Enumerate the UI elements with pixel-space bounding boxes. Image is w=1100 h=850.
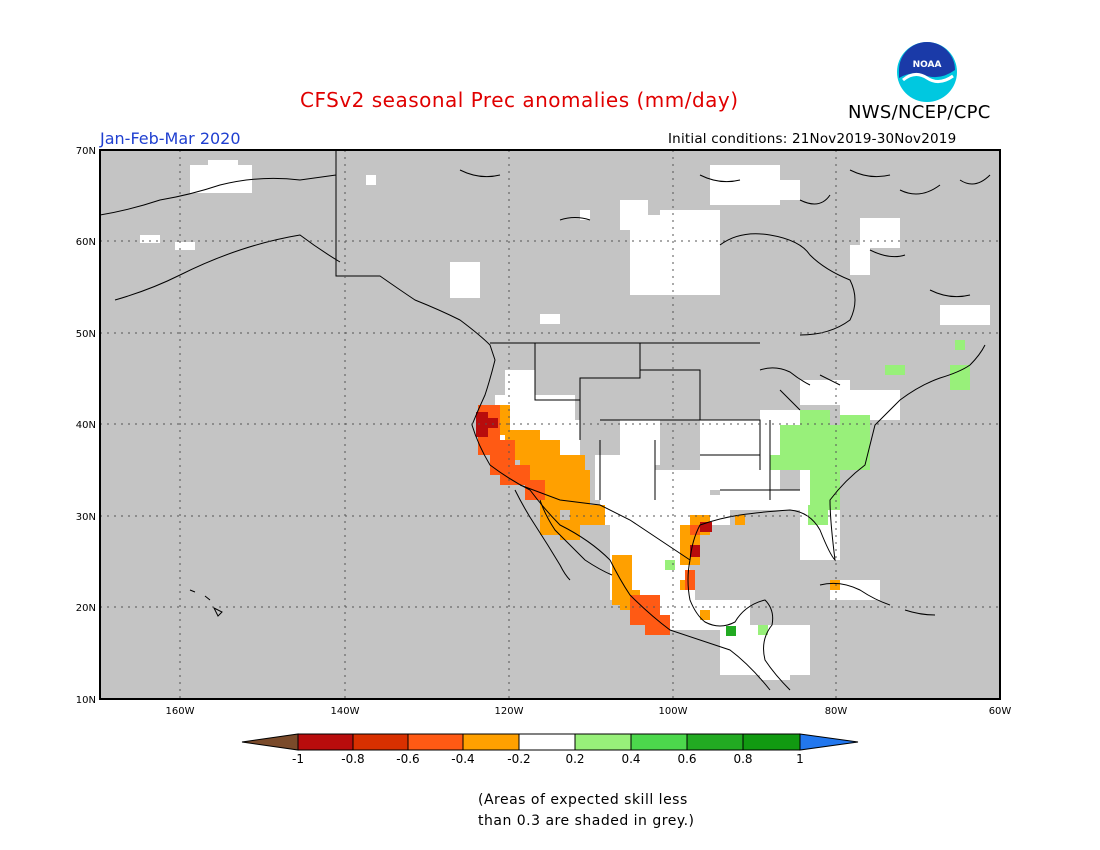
skill-note: (Areas of expected skill less than 0.3 a… bbox=[478, 790, 778, 832]
legend-arrow-low bbox=[241, 733, 299, 751]
legend-bin-3 bbox=[407, 733, 464, 751]
legend-bin-1 bbox=[297, 733, 354, 751]
lon-label-60w: 60W bbox=[989, 706, 1012, 717]
legend-tick-label: 0.8 bbox=[733, 752, 752, 766]
forecast-period: Jan-Feb-Mar 2020 bbox=[100, 129, 241, 148]
graticule bbox=[100, 150, 1000, 699]
lon-label-80w: 80W bbox=[825, 706, 848, 717]
legend-bin-5 bbox=[518, 733, 576, 751]
lon-label-100w: 100W bbox=[659, 706, 688, 717]
legend-bin-2 bbox=[352, 733, 409, 751]
lat-label-20n: 20N bbox=[76, 603, 96, 614]
legend-tick-label: -0.2 bbox=[507, 752, 530, 766]
legend-tick-label: -0.4 bbox=[451, 752, 474, 766]
noaa-logo-text: NOAA bbox=[913, 60, 942, 70]
lon-label-120w: 120W bbox=[495, 706, 524, 717]
lat-label-10n: 10N bbox=[76, 695, 96, 706]
lon-label-160w: 160W bbox=[166, 706, 195, 717]
moderate-dry-areas bbox=[478, 405, 700, 635]
skill-note-line-1: (Areas of expected skill less bbox=[478, 792, 688, 808]
dry-anomaly-areas bbox=[490, 405, 840, 620]
legend-tick-labels: -1 -0.8 -0.6 -0.4 -0.2 0.2 0.4 0.6 0.8 1 bbox=[292, 752, 804, 766]
wet-anomaly-areas bbox=[665, 340, 970, 635]
legend-bin-7 bbox=[630, 733, 688, 751]
lat-label-30n: 30N bbox=[76, 512, 96, 523]
legend-tick-label: -0.6 bbox=[396, 752, 419, 766]
latitude-labels: 70N 60N 50N 40N 30N 20N 10N bbox=[76, 146, 96, 706]
strong-dry-areas bbox=[476, 412, 712, 557]
skill-note-line-2: than 0.3 are shaded in grey.) bbox=[478, 813, 695, 829]
lon-label-140w: 140W bbox=[331, 706, 360, 717]
legend-tick-label: 1 bbox=[796, 752, 804, 766]
color-bar-legend bbox=[241, 733, 859, 751]
legend-bin-9 bbox=[742, 733, 801, 751]
strong-wet-areas bbox=[726, 626, 736, 636]
near-normal-areas bbox=[140, 160, 990, 680]
longitude-labels: 160W 140W 120W 100W 80W 60W bbox=[166, 706, 1012, 717]
legend-tick-label: -1 bbox=[292, 752, 304, 766]
map-grey-background bbox=[100, 150, 1000, 699]
coastlines-borders bbox=[100, 150, 991, 691]
legend-bin-6 bbox=[574, 733, 632, 751]
chart-title: CFSv2 seasonal Prec anomalies (mm/day) bbox=[300, 88, 739, 112]
map-frame bbox=[99, 149, 1001, 700]
legend-tick-label: -0.8 bbox=[341, 752, 364, 766]
legend-tick-label: 0.2 bbox=[565, 752, 584, 766]
legend-bin-4 bbox=[462, 733, 520, 751]
noaa-logo: NOAA bbox=[897, 42, 957, 102]
lat-label-50n: 50N bbox=[76, 329, 96, 340]
legend-tick-label: 0.6 bbox=[677, 752, 696, 766]
anomaly-field bbox=[140, 160, 990, 680]
lat-label-40n: 40N bbox=[76, 420, 96, 431]
lat-label-70n: 70N bbox=[76, 146, 96, 157]
initial-conditions: Initial conditions: 21Nov2019-30Nov2019 bbox=[668, 131, 957, 147]
legend-tick-label: 0.4 bbox=[621, 752, 640, 766]
legend-arrow-high bbox=[799, 733, 859, 751]
lat-label-60n: 60N bbox=[76, 237, 96, 248]
legend-bin-8 bbox=[686, 733, 744, 751]
organization-label: NWS/NCEP/CPC bbox=[848, 102, 991, 123]
